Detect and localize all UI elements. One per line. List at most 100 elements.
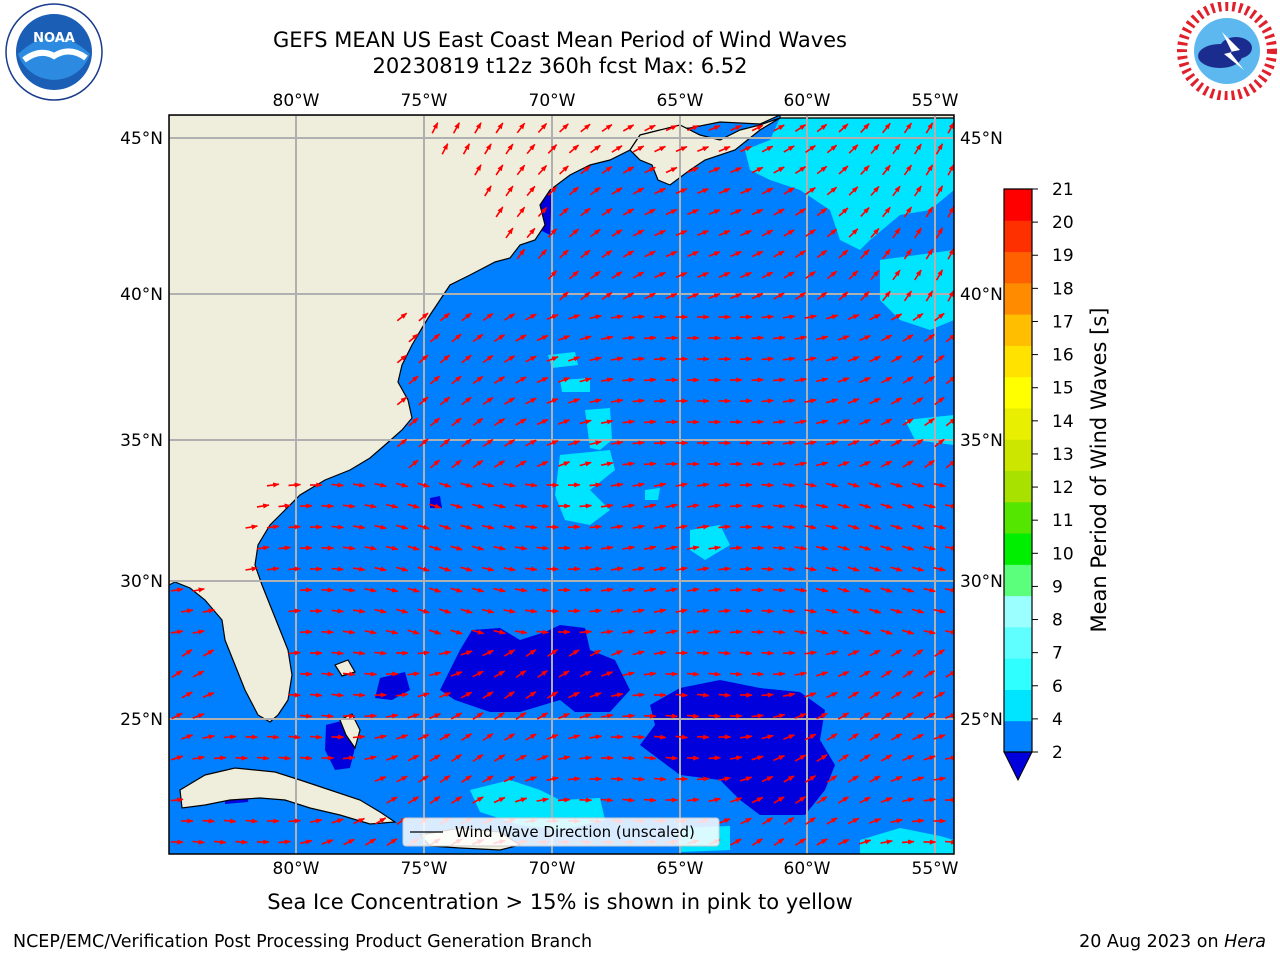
wind-wave-arrow xyxy=(192,670,205,678)
credit-text: NCEP/EMC/Verification Post Processing Pr… xyxy=(13,932,593,952)
wind-wave-arrow xyxy=(708,671,722,677)
wind-wave-arrow xyxy=(794,335,808,341)
wind-wave-arrow xyxy=(859,670,871,678)
wind-wave-arrow xyxy=(589,314,602,320)
wind-wave-arrow xyxy=(901,587,915,593)
wind-wave-arrow xyxy=(514,545,528,551)
wind-wave-arrow xyxy=(718,187,731,195)
wind-wave-arrow xyxy=(815,629,829,635)
wind-wave-arrow xyxy=(439,312,451,322)
wind-wave-arrow xyxy=(914,143,922,155)
wind-wave-arrow xyxy=(632,734,646,740)
wind-wave-arrow xyxy=(601,123,613,133)
wind-wave-arrow xyxy=(590,228,601,238)
wind-wave-arrow xyxy=(438,482,452,488)
wind-wave-arrow xyxy=(590,186,601,196)
wind-wave-arrow xyxy=(321,839,334,845)
wind-wave-arrow xyxy=(170,629,184,635)
wind-wave-arrow xyxy=(428,545,442,551)
wind-wave-arrow xyxy=(461,396,472,406)
wind-wave-arrow xyxy=(471,503,485,509)
wind-wave-arrow xyxy=(955,610,967,612)
wind-wave-arrow xyxy=(751,292,764,300)
wind-wave-arrow xyxy=(783,775,795,783)
wind-wave-arrow xyxy=(859,334,871,342)
wind-wave-arrow xyxy=(805,228,816,238)
wind-wave-arrow xyxy=(665,545,678,551)
wind-wave-arrow xyxy=(622,755,636,761)
wind-wave-arrow xyxy=(558,377,571,383)
wind-wave-arrow xyxy=(869,397,881,405)
wind-wave-arrow xyxy=(708,629,722,635)
wind-wave-arrow xyxy=(600,545,614,551)
wind-wave-arrow xyxy=(622,587,636,593)
wind-wave-arrow xyxy=(245,524,259,530)
wind-wave-arrow xyxy=(729,503,743,509)
wind-wave-arrow xyxy=(816,165,828,175)
wind-wave-arrow xyxy=(407,754,420,762)
wind-wave-arrow xyxy=(450,629,463,635)
wind-wave-arrow xyxy=(482,732,494,742)
wind-wave-arrow xyxy=(461,354,472,364)
wind-wave-arrow xyxy=(816,249,828,259)
wind-wave-arrow xyxy=(472,796,484,804)
wind-wave-arrow xyxy=(882,290,891,302)
wind-wave-arrow xyxy=(557,797,571,803)
wind-wave-arrow xyxy=(718,566,732,572)
wind-wave-arrow xyxy=(395,482,409,488)
wind-wave-arrow xyxy=(794,377,808,383)
wind-wave-arrow xyxy=(395,608,409,614)
wind-wave-arrow xyxy=(859,460,871,468)
wind-wave-arrow xyxy=(815,461,829,467)
wind-wave-arrow xyxy=(622,250,635,258)
wind-wave-arrow xyxy=(882,164,891,176)
wind-wave-arrow xyxy=(482,775,494,783)
wind-wave-arrow xyxy=(847,440,860,446)
wind-wave-arrow xyxy=(718,524,732,530)
wind-wave-arrow xyxy=(537,122,548,134)
wind-wave-arrow xyxy=(331,482,345,488)
wind-wave-arrow xyxy=(515,754,527,762)
colorbar-segment xyxy=(1004,376,1032,409)
wind-wave-arrow xyxy=(386,755,399,761)
wind-wave-arrow xyxy=(923,629,936,635)
wind-wave-arrow xyxy=(933,776,947,782)
wind-wave-arrow xyxy=(729,671,743,677)
wind-wave-arrow xyxy=(718,776,731,782)
wind-wave-arrow xyxy=(494,711,505,721)
wind-wave-arrow xyxy=(718,608,732,614)
wind-wave-arrow xyxy=(686,797,700,803)
colorbar-tick-label: 15 xyxy=(1052,379,1074,399)
wind-wave-arrow xyxy=(632,398,646,404)
wind-wave-arrow xyxy=(902,460,914,468)
colorbar-segment xyxy=(1004,533,1032,565)
wind-wave-arrow xyxy=(192,629,205,635)
wind-wave-arrow xyxy=(869,313,881,321)
wind-wave-arrow xyxy=(429,417,441,427)
wind-wave-arrow xyxy=(407,796,420,804)
wind-wave-arrow xyxy=(417,524,430,530)
wind-wave-arrow xyxy=(903,122,913,134)
wind-wave-arrow xyxy=(783,271,795,279)
wind-wave-arrow xyxy=(804,608,817,614)
wind-wave-arrow xyxy=(826,270,838,280)
wind-wave-arrow xyxy=(181,649,193,657)
wind-wave-arrow xyxy=(859,711,871,721)
wind-wave-arrow xyxy=(730,124,742,132)
wind-wave-arrow xyxy=(331,566,345,572)
lat-right-label: 25°N xyxy=(960,710,1003,730)
wind-wave-arrow xyxy=(418,312,429,322)
wind-wave-arrow xyxy=(838,753,849,763)
wind-wave-arrow xyxy=(903,164,913,176)
wind-wave-arrow xyxy=(439,733,451,741)
wind-wave-arrow xyxy=(525,355,537,363)
colorbar-tick-label: 18 xyxy=(1052,279,1074,299)
wind-wave-arrow xyxy=(632,608,645,614)
wind-wave-arrow xyxy=(816,712,828,720)
wind-wave-arrow xyxy=(761,145,774,153)
wind-wave-arrow xyxy=(761,314,775,320)
wind-wave-arrow xyxy=(547,648,558,658)
wind-wave-arrow xyxy=(665,629,678,635)
wind-wave-arrow xyxy=(559,207,569,217)
wind-wave-arrow xyxy=(256,755,270,761)
